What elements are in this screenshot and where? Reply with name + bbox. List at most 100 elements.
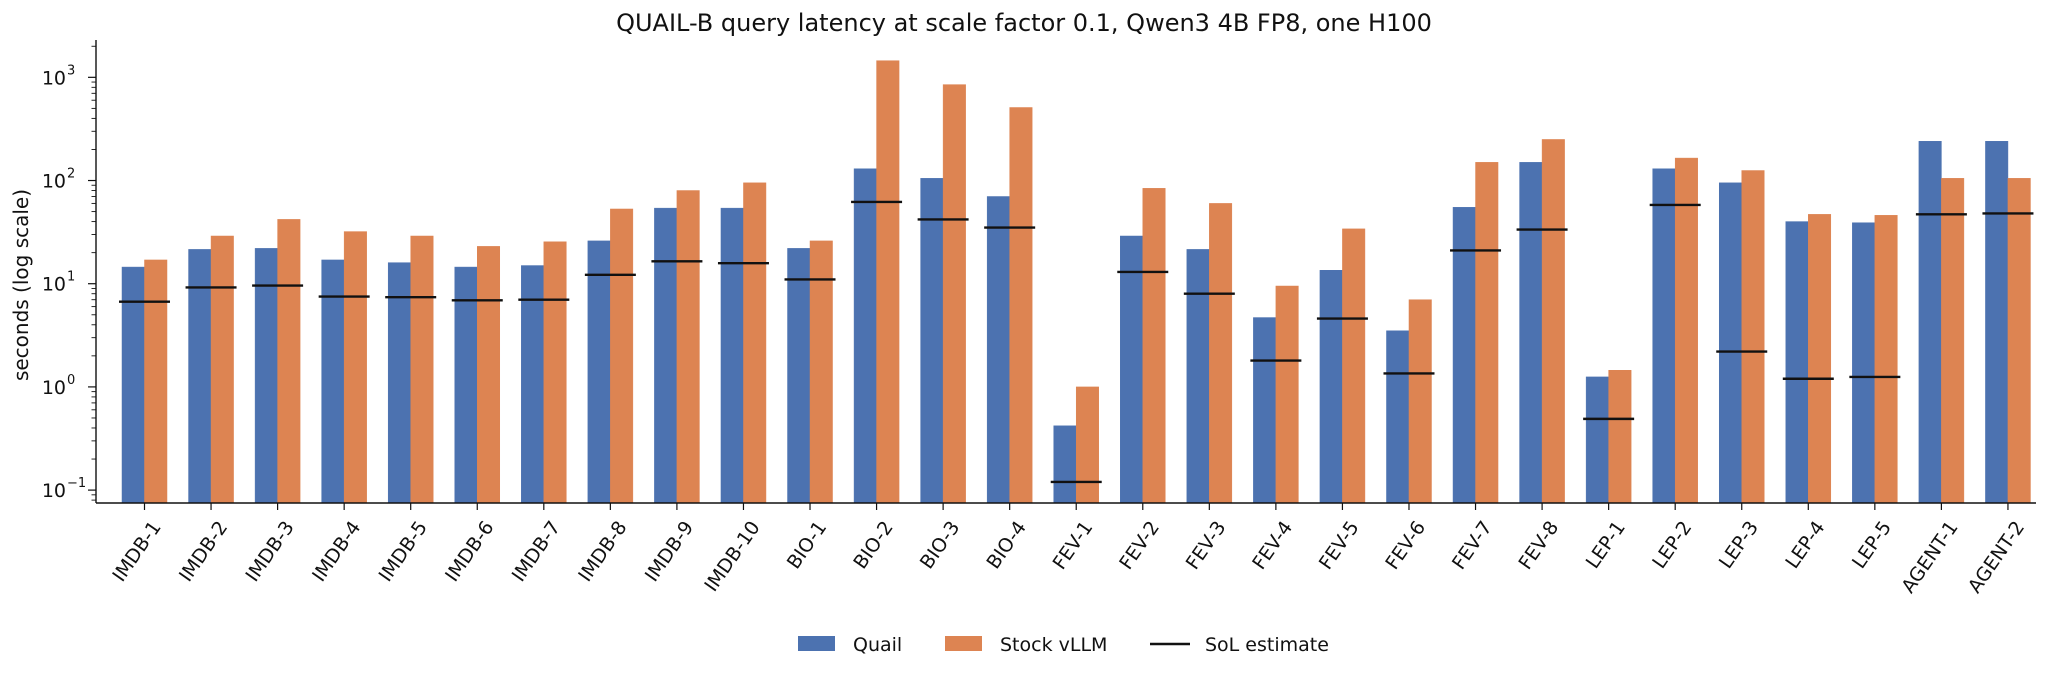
axes-layer (88, 40, 2036, 510)
x-tick-label: LEP-4 (1781, 517, 1829, 573)
x-tick-label: BIO-1 (783, 517, 831, 573)
bar-quail-imdb-7 (521, 265, 545, 504)
bar-quail-imdb-6 (454, 266, 478, 504)
y-tick-exponent: −1 (67, 476, 86, 491)
bar-quail-bio-4 (986, 196, 1010, 504)
bar-quail-imdb-9 (654, 207, 678, 504)
y-tick-label: 10 (42, 171, 66, 193)
bar-stock-vllm-bio-4 (1009, 107, 1033, 504)
x-tick-label: FEV-5 (1315, 517, 1364, 574)
bar-stock-vllm-imdb-5 (410, 235, 434, 504)
legend-item-quail: Quail (798, 634, 902, 656)
x-tick-label: FEV-1 (1049, 517, 1098, 574)
x-tick-label: FEV-7 (1448, 517, 1497, 574)
bar-quail-fev-4 (1253, 317, 1277, 504)
x-tick-label: BIO-3 (916, 517, 964, 573)
bar-stock-vllm-imdb-9 (676, 190, 700, 504)
bar-quail-bio-1 (787, 248, 811, 504)
bar-quail-lep-3 (1718, 182, 1742, 504)
bar-stock-vllm-fev-7 (1475, 162, 1499, 504)
y-tick-exponent: 3 (67, 63, 75, 78)
bar-stock-vllm-agent-1 (1941, 178, 1965, 504)
bar-quail-fev-6 (1386, 330, 1410, 504)
bar-stock-vllm-fev-3 (1209, 203, 1233, 504)
x-tick-label: IMDB-4 (308, 517, 365, 586)
bar-quail-lep-1 (1585, 376, 1609, 504)
x-tick-label: IMDB-6 (441, 517, 498, 586)
legend-swatch (798, 636, 835, 651)
bar-stock-vllm-fev-4 (1275, 285, 1299, 504)
x-tick-label: IMDB-8 (574, 517, 631, 586)
bar-stock-vllm-lep-4 (1808, 214, 1832, 504)
x-tick-label: LEP-3 (1715, 517, 1763, 573)
bar-quail-fev-2 (1120, 235, 1144, 504)
bar-quail-imdb-5 (387, 262, 411, 504)
x-tick-label: AGENT-2 (1964, 517, 2029, 597)
legend-label: SoL estimate (1205, 634, 1329, 656)
bar-stock-vllm-fev-6 (1408, 299, 1432, 504)
x-tick-label: LEP-2 (1648, 517, 1696, 573)
bar-quail-fev-1 (1053, 425, 1077, 504)
bar-quail-fev-5 (1319, 270, 1343, 504)
y-tick-label: 10 (42, 377, 66, 399)
bar-quail-lep-2 (1652, 168, 1676, 504)
bar-stock-vllm-imdb-6 (477, 246, 501, 504)
bar-quail-lep-4 (1785, 221, 1809, 504)
bar-stock-vllm-fev-2 (1142, 188, 1166, 504)
bars-layer (121, 60, 2031, 504)
x-tick-label: IMDB-7 (508, 517, 565, 586)
legend-item-sol-estimate: SoL estimate (1150, 634, 1329, 656)
x-tick-label: IMDB-10 (700, 517, 764, 596)
legend: Quail Stock vLLM SoL estimate (798, 634, 1329, 656)
x-tick-label: LEP-5 (1848, 517, 1896, 573)
x-tick-label: IMDB-3 (241, 517, 298, 586)
y-axis-label: seconds (log scale) (9, 189, 33, 381)
y-tick-exponent: 0 (67, 373, 75, 388)
bar-stock-vllm-lep-2 (1674, 157, 1698, 504)
x-tick-label: FEV-3 (1182, 517, 1231, 574)
x-tick-label: AGENT-1 (1897, 517, 1962, 597)
bar-stock-vllm-lep-1 (1608, 370, 1632, 504)
chart-title: QUAIL-B query latency at scale factor 0.… (616, 9, 1432, 37)
bar-quail-agent-1 (1918, 141, 1942, 504)
bar-quail-bio-2 (853, 168, 877, 504)
x-tick-label: IMDB-2 (175, 517, 232, 586)
x-tick-label: IMDB-9 (641, 517, 698, 586)
y-tick-label: 10 (42, 67, 66, 89)
bar-stock-vllm-lep-5 (1874, 215, 1898, 504)
legend-item-stock-vllm: Stock vLLM (945, 634, 1107, 656)
bar-stock-vllm-imdb-10 (743, 182, 767, 504)
bar-quail-lep-5 (1852, 222, 1876, 504)
bar-stock-vllm-agent-2 (2007, 178, 2031, 504)
bar-stock-vllm-imdb-1 (144, 259, 168, 504)
bar-stock-vllm-lep-3 (1741, 170, 1765, 504)
bar-stock-vllm-imdb-3 (277, 219, 301, 504)
bar-quail-bio-3 (920, 178, 944, 504)
bar-quail-agent-2 (1985, 141, 2009, 504)
x-tick-label: LEP-1 (1582, 517, 1630, 573)
x-tick-label: FEV-8 (1514, 517, 1563, 574)
x-tick-label: BIO-2 (849, 517, 897, 573)
bar-quail-imdb-8 (587, 240, 611, 504)
x-tick-label: FEV-4 (1248, 517, 1297, 574)
bar-stock-vllm-fev-5 (1342, 228, 1366, 504)
y-tick-label: 10 (42, 274, 66, 296)
x-tick-label: IMDB-5 (375, 517, 432, 586)
x-tick-label: FEV-6 (1381, 517, 1430, 574)
y-tick-exponent: 1 (67, 270, 75, 285)
legend-swatch (945, 636, 982, 651)
legend-label: Stock vLLM (1000, 634, 1107, 656)
bar-quail-fev-7 (1452, 207, 1476, 504)
bar-stock-vllm-bio-3 (942, 84, 966, 504)
bar-quail-fev-3 (1186, 249, 1210, 504)
x-tick-label: FEV-2 (1115, 517, 1164, 574)
bar-stock-vllm-imdb-8 (610, 208, 634, 504)
bar-quail-imdb-10 (720, 207, 744, 504)
legend-label: Quail (853, 634, 902, 656)
bar-stock-vllm-bio-2 (876, 60, 900, 504)
x-tick-labels: IMDB-1 IMDB-2 IMDB-3 IMDB-4 IMDB-5 IMDB-6 IMDB… (108, 517, 2029, 597)
bar-stock-vllm-fev-8 (1541, 139, 1565, 504)
